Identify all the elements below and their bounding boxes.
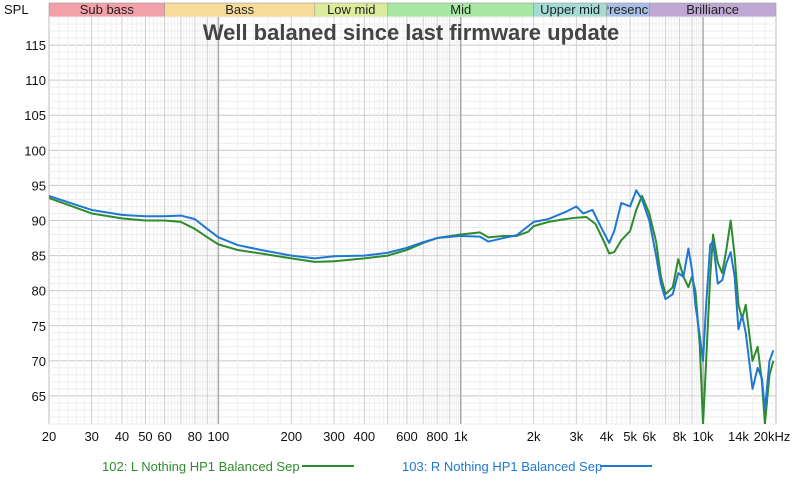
chart-title: Well balaned since last firmware update: [203, 20, 620, 45]
x-tick-label: 600: [396, 429, 418, 444]
x-tick-label: 2k: [527, 429, 541, 444]
band-label-brilliance: Brilliance: [686, 2, 739, 17]
y-tick-label: 100: [24, 143, 46, 158]
x-tick-label: 6k: [642, 429, 656, 444]
x-tick-label: 50: [138, 429, 152, 444]
band-label-low-mid: Low mid: [327, 2, 375, 17]
legend-item-left[interactable]: 102: L Nothing HP1 Balanced Sep: [102, 459, 354, 474]
x-tick-label: 20kHz: [754, 429, 791, 444]
x-tick-label: 80: [188, 429, 202, 444]
x-tick-label: 800: [426, 429, 448, 444]
series-line-left: [49, 194, 775, 424]
x-tick-label: 60: [157, 429, 171, 444]
y-tick-label: 80: [32, 284, 46, 299]
legend-label: 102: L Nothing HP1 Balanced Sep: [102, 459, 300, 474]
x-tick-label: 8k: [673, 429, 687, 444]
y-tick-label: 115: [25, 38, 46, 53]
y-tick-label: 90: [32, 214, 46, 229]
series-lines: [49, 189, 775, 424]
x-tick-label: 14k: [728, 429, 749, 444]
legend-item-right[interactable]: 103: R Nothing HP1 Balanced Sep: [402, 459, 652, 474]
y-tick-label: 70: [32, 354, 46, 369]
axes: 65 70 75 80 85 90 95 100 105 110 115 20 30 40 50 60 80 10…: [24, 38, 790, 444]
x-tick-label: 100: [208, 429, 230, 444]
x-tick-label: 200: [280, 429, 302, 444]
band-label-bass: Bass: [225, 2, 254, 17]
x-tick-label: 4k: [600, 429, 614, 444]
x-tick-label: 10k: [693, 429, 714, 444]
y-tick-label: 85: [32, 249, 46, 264]
y-axis-label: SPL: [4, 2, 29, 17]
legend: 102: L Nothing HP1 Balanced Sep 103: R No…: [102, 459, 652, 474]
y-tick-label: 110: [25, 73, 46, 88]
band-label-upper-mid: Upper mid: [540, 2, 600, 17]
x-tick-label: 300: [323, 429, 345, 444]
y-tick-label: 105: [24, 108, 46, 123]
x-tick-label: 3k: [569, 429, 583, 444]
x-tick-label: 40: [115, 429, 129, 444]
series-line-right: [49, 189, 775, 411]
y-tick-label: 65: [32, 389, 46, 404]
band-label-sub-bass: Sub bass: [80, 2, 135, 17]
legend-label: 103: R Nothing HP1 Balanced Sep: [402, 459, 602, 474]
frequency-bands: Sub bass Bass Low mid Mid Upper mid Presence B…: [48, 2, 777, 18]
band-label-presence: Presence: [600, 2, 655, 17]
x-tick-label: 5k: [623, 429, 637, 444]
x-tick-label: 1k: [454, 429, 468, 444]
y-tick-label: 75: [32, 319, 46, 334]
band-label-mid: Mid: [450, 2, 471, 17]
y-tick-label: 95: [32, 178, 46, 193]
x-tick-label: 20: [42, 429, 56, 444]
x-tick-label: 30: [84, 429, 98, 444]
x-tick-label: 400: [353, 429, 375, 444]
